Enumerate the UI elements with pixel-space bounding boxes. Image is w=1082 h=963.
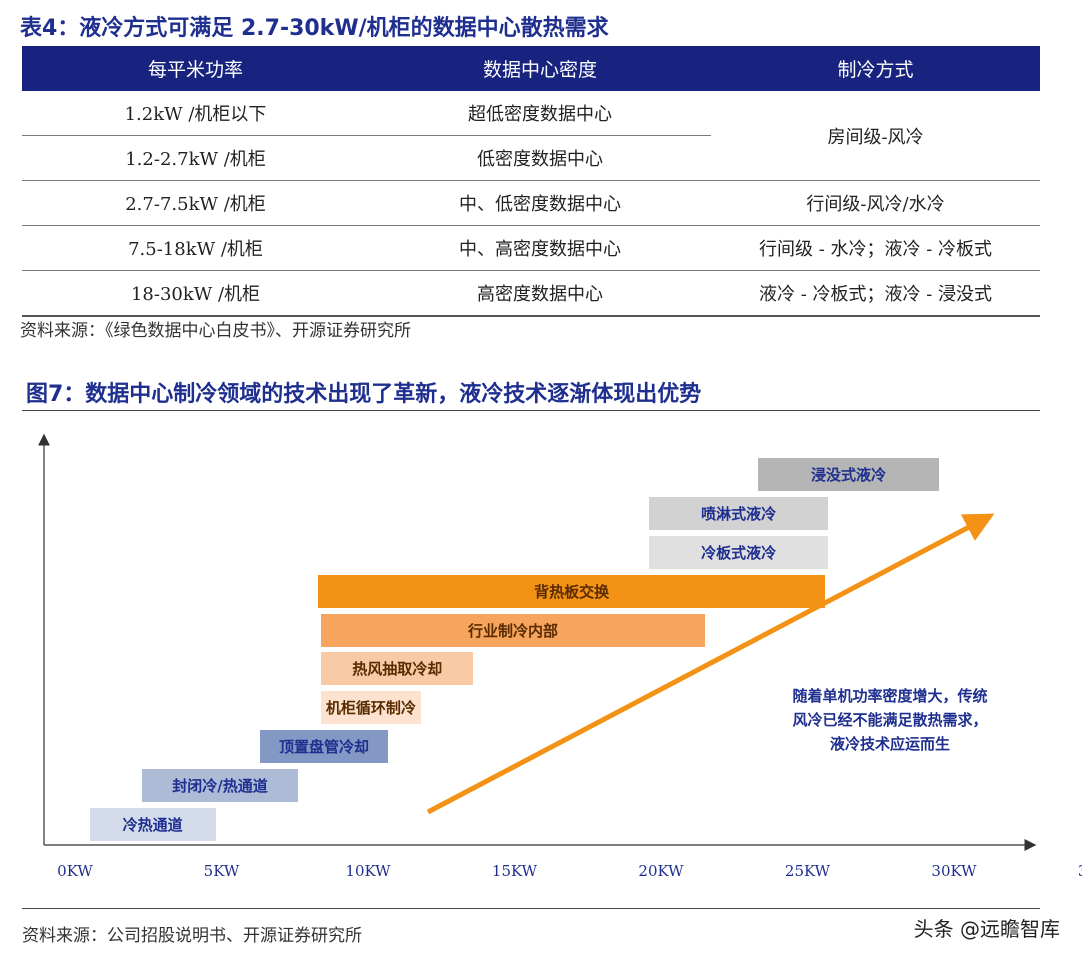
cooling-tech-bar: 封闭冷/热通道 bbox=[142, 769, 298, 803]
header-power: 每平米功率 bbox=[22, 46, 369, 91]
cooling-tech-bar: 浸没式液冷 bbox=[757, 457, 940, 491]
x-tick-label: 15KW bbox=[491, 862, 538, 880]
cooling-tech-bar: 行业制冷内部 bbox=[321, 613, 705, 647]
title-divider bbox=[22, 410, 1040, 411]
table-title: 表4：液冷方式可满足 2.7-30kW/机柜的数据中心散热需求 bbox=[20, 16, 609, 41]
cell-power: 7.5-18kW /机柜 bbox=[22, 225, 369, 271]
cell-power: 1.2kW /机柜以下 bbox=[22, 91, 369, 136]
table-row: 18-30kW /机柜 高密度数据中心 液冷 - 冷板式；液冷 - 浸没式 bbox=[22, 270, 1040, 317]
cell-power: 1.2-2.7kW /机柜 bbox=[22, 135, 369, 181]
x-tick-label: 5KW bbox=[203, 862, 240, 880]
note-line: 风冷已经不能满足散热需求， bbox=[792, 711, 988, 729]
cooling-tech-bar: 冷热通道 bbox=[89, 808, 216, 841]
table-header-row: 每平米功率 数据中心密度 制冷方式 bbox=[22, 46, 1040, 91]
cell-cooling: 行间级 - 水冷；液冷 - 冷板式 bbox=[711, 225, 1040, 271]
x-tick-label: 20KW bbox=[638, 862, 684, 880]
cooling-tech-bar: 顶置盘管冷却 bbox=[259, 730, 389, 764]
cell-power: 2.7-7.5kW /机柜 bbox=[22, 180, 369, 226]
source-divider bbox=[22, 908, 1040, 909]
cooling-tech-bar: 喷淋式液冷 bbox=[649, 496, 828, 530]
header-cooling: 制冷方式 bbox=[711, 46, 1040, 91]
watermark: 头条 @远瞻智库 bbox=[913, 917, 1060, 941]
table-row: 7.5-18kW /机柜 中、高密度数据中心 行间级 - 水冷；液冷 - 冷板式 bbox=[22, 225, 1040, 271]
chart-note: 随着单机功率密度增大，传统 风冷已经不能满足散热需求， 液冷技术应运而生 bbox=[760, 684, 1020, 756]
x-tick-label: 10KW bbox=[345, 862, 391, 880]
x-tick-label: 0KW bbox=[57, 862, 93, 880]
figure-title: 图7：数据中心制冷领域的技术出现了革新，液冷技术逐渐体现出优势 bbox=[26, 382, 702, 407]
cell-cooling: 行间级-风冷/水冷 bbox=[711, 180, 1040, 226]
note-line: 液冷技术应运而生 bbox=[829, 735, 950, 753]
table-row: 2.7-7.5kW /机柜 中、低密度数据中心 行间级-风冷/水冷 bbox=[22, 180, 1040, 226]
cell-density: 中、低密度数据中心 bbox=[369, 180, 711, 226]
x-tick-label: 25KW bbox=[784, 862, 831, 880]
cell-cooling: 房间级-风冷 bbox=[711, 91, 1040, 181]
x-tick-label: 35KW bbox=[1078, 862, 1082, 880]
cell-power: 18-30kW /机柜 bbox=[22, 270, 369, 317]
cell-density: 超低密度数据中心 bbox=[369, 91, 711, 136]
note-line: 随着单机功率密度增大，传统 bbox=[792, 687, 988, 705]
cell-density: 低密度数据中心 bbox=[369, 135, 711, 181]
cell-density: 中、高密度数据中心 bbox=[369, 225, 711, 271]
table-row: 1.2kW /机柜以下 超低密度数据中心 房间级-风冷 bbox=[22, 91, 1040, 181]
cooling-tech-bar: 机柜循环制冷 bbox=[321, 691, 421, 725]
cooling-table: 每平米功率 数据中心密度 制冷方式 1.2kW /机柜以下 超低密度数据中心 房… bbox=[22, 46, 1040, 317]
figure-source: 资料来源：公司招股说明书、开源证券研究所 bbox=[22, 926, 362, 946]
cell-cooling: 液冷 - 冷板式；液冷 - 浸没式 bbox=[711, 270, 1040, 317]
cooling-tech-bar: 冷板式液冷 bbox=[649, 535, 828, 569]
cooling-tech-bar: 背热板交换 bbox=[318, 574, 826, 608]
table-source: 资料来源：《绿色数据中心白皮书》、开源证券研究所 bbox=[20, 321, 411, 341]
cell-density: 高密度数据中心 bbox=[369, 270, 711, 317]
table-row: 1.2-2.7kW /机柜 低密度数据中心 bbox=[22, 135, 1040, 181]
trend-arrow bbox=[426, 513, 995, 815]
header-density: 数据中心密度 bbox=[369, 46, 711, 91]
cooling-tech-bar: 热风抽取冷却 bbox=[321, 652, 474, 686]
x-tick-label: 30KW bbox=[931, 862, 977, 880]
